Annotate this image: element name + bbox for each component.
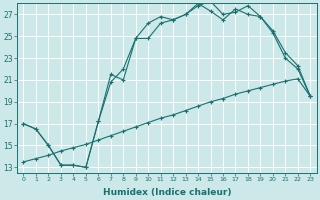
X-axis label: Humidex (Indice chaleur): Humidex (Indice chaleur) (103, 188, 231, 197)
